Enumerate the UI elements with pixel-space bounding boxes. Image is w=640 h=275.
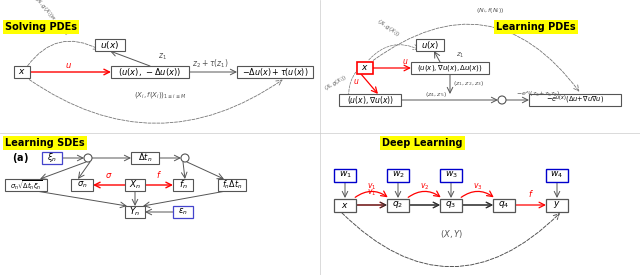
Text: $(X,Y)$: $(X,Y)$ [440,228,463,240]
Text: $z_1$: $z_1$ [158,52,167,62]
FancyBboxPatch shape [218,179,246,191]
FancyBboxPatch shape [42,152,62,164]
FancyBboxPatch shape [387,169,409,182]
FancyBboxPatch shape [440,199,462,211]
FancyBboxPatch shape [493,199,515,211]
Text: $z_2+\tau(z_1)$: $z_2+\tau(z_1)$ [192,57,228,70]
Text: $v_1$: $v_1$ [367,181,376,191]
Text: $q_3$: $q_3$ [445,199,456,210]
Text: $\sigma$: $\sigma$ [105,171,112,180]
Text: $-\Delta u(x)+\tau(u(x))$: $-\Delta u(x)+\tau(u(x))$ [242,66,308,78]
FancyBboxPatch shape [95,39,125,51]
Circle shape [181,154,189,162]
Text: $(X_i,g(X_i))$: $(X_i,g(X_i))$ [374,16,401,39]
FancyBboxPatch shape [14,66,30,78]
Text: Deep Learning: Deep Learning [382,138,463,148]
Text: $(u(x),\nabla u(x))$: $(u(x),\nabla u(x))$ [346,94,394,106]
Text: $q_4$: $q_4$ [499,199,509,210]
Text: $q_2$: $q_2$ [392,199,404,210]
Text: $y$: $y$ [553,199,561,210]
Text: $x$: $x$ [361,64,369,73]
Text: $\mathbf{(a)}$: $\mathbf{(a)}$ [12,151,28,165]
FancyBboxPatch shape [387,199,409,211]
Text: $(u(x),\,-\Delta u(x))$: $(u(x),\,-\Delta u(x))$ [118,66,182,78]
Text: $u$: $u$ [353,77,359,86]
Text: $w_4$: $w_4$ [550,170,563,180]
Text: $u$: $u$ [402,57,408,66]
Text: $Y_n$: $Y_n$ [129,206,141,218]
FancyBboxPatch shape [416,39,444,51]
Text: $\sigma_n\sqrt{\Delta t_n\xi_n}$: $\sigma_n\sqrt{\Delta t_n\xi_n}$ [10,178,42,192]
Text: $\xi_n$: $\xi_n$ [47,152,57,164]
FancyBboxPatch shape [339,94,401,106]
Text: $(z_1,z_2,z_3)$: $(z_1,z_2,z_3)$ [453,79,484,88]
FancyBboxPatch shape [334,199,356,211]
FancyBboxPatch shape [173,206,193,218]
FancyBboxPatch shape [125,206,145,218]
Text: Solving PDEs: Solving PDEs [5,22,77,32]
FancyBboxPatch shape [440,169,462,182]
FancyBboxPatch shape [125,179,145,191]
FancyBboxPatch shape [411,62,489,74]
Circle shape [498,96,506,104]
Text: $f$: $f$ [156,169,162,180]
FancyBboxPatch shape [529,94,621,106]
Text: $v_1$: $v_1$ [367,188,376,199]
Text: $u(x)$: $u(x)$ [421,39,439,51]
Text: $-e^{u(x)}(\Delta u\!+\!\nabla u\nabla u)$: $-e^{u(x)}(\Delta u\!+\!\nabla u\nabla u… [546,94,604,106]
Text: $(X_i,f(X_i))_{1\leq i\leq M}$: $(X_i,f(X_i))_{1\leq i\leq M}$ [134,89,186,100]
Text: $u$: $u$ [65,61,72,70]
Text: $(u(x),\nabla u(x),\Delta u(x))$: $(u(x),\nabla u(x),\Delta u(x))$ [417,63,483,73]
FancyBboxPatch shape [131,152,159,164]
FancyBboxPatch shape [546,199,568,211]
Text: Learning PDEs: Learning PDEs [496,22,575,32]
Text: $f_n$: $f_n$ [179,179,188,191]
Text: $(z_4,z_5)$: $(z_4,z_5)$ [425,90,447,99]
Text: Learning SDEs: Learning SDEs [5,138,84,148]
Text: $x$: $x$ [341,200,349,210]
Text: $w_1$: $w_1$ [339,170,351,180]
FancyBboxPatch shape [334,169,356,182]
Text: $\Delta t_n$: $\Delta t_n$ [138,152,152,164]
Text: $w_2$: $w_2$ [392,170,404,180]
Circle shape [84,154,92,162]
Text: $v_2$: $v_2$ [420,181,429,191]
Text: $(X_i,g(X_i))_{M+1\leq i\leq S}$: $(X_i,g(X_i))_{M+1\leq i\leq S}$ [33,0,72,39]
FancyBboxPatch shape [237,66,313,78]
Text: $u(x)$: $u(x)$ [100,39,120,51]
FancyBboxPatch shape [546,169,568,182]
Text: $z_1$: $z_1$ [456,51,464,60]
FancyBboxPatch shape [357,62,373,74]
Text: $f$: $f$ [527,188,534,199]
Text: $w_3$: $w_3$ [445,170,458,180]
Text: $(N_i,f(N_i))$: $(N_i,f(N_i))$ [476,6,504,15]
FancyBboxPatch shape [173,179,193,191]
Text: $f_n\Delta t_n$: $f_n\Delta t_n$ [222,179,242,191]
Text: $x$: $x$ [18,67,26,76]
Text: $\sigma_n$: $\sigma_n$ [77,180,87,190]
FancyBboxPatch shape [111,66,189,78]
Text: $-e^{z_4}(z_3\!+\!z_5z_2)$: $-e^{z_4}(z_3\!+\!z_5z_2)$ [516,90,560,99]
FancyBboxPatch shape [5,179,47,191]
Text: $v_3$: $v_3$ [473,181,483,191]
Text: $X_n$: $X_n$ [129,179,141,191]
Text: $\varepsilon_n$: $\varepsilon_n$ [178,207,188,217]
Text: $(X_i,g(X_i))$: $(X_i,g(X_i))$ [323,73,349,93]
FancyBboxPatch shape [71,179,93,191]
